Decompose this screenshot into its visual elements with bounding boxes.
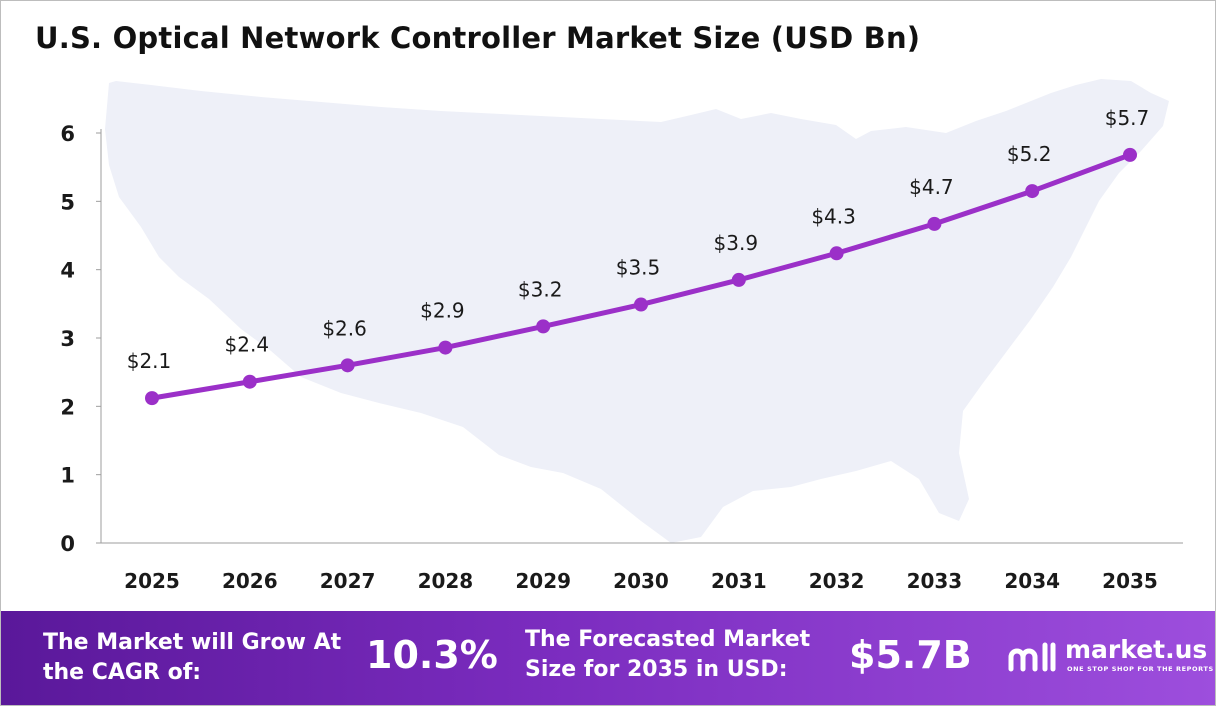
y-tick-label: 4 xyxy=(60,259,75,283)
x-tick-label: 2026 xyxy=(222,569,278,593)
x-tick-label: 2032 xyxy=(809,569,865,593)
chart-title: U.S. Optical Network Controller Market S… xyxy=(35,21,921,55)
data-label: $4.7 xyxy=(909,175,954,199)
data-point xyxy=(145,391,159,406)
data-label: $2.6 xyxy=(322,316,367,340)
y-tick-label: 6 xyxy=(60,122,75,146)
line-chart: 0 1 2 3 4 5 6 2025 2026 2027 2028 2029 2030 2031 2032 2… xyxy=(60,79,1183,593)
data-label: $5.7 xyxy=(1105,106,1150,130)
forecast-value: $5.7B xyxy=(849,633,972,677)
data-point xyxy=(634,297,648,312)
y-tick-label: 1 xyxy=(60,464,75,488)
data-label: $5.2 xyxy=(1007,142,1052,166)
data-point xyxy=(829,246,844,261)
series-layer: $2.1 $2.4 $2.6 $2.9 $3.2 $3.5 $3.9 $4.3 $4.7 $5.2… xyxy=(127,106,1150,406)
cagr-label: The Market will Grow At the CAGR of: xyxy=(43,630,342,685)
y-tick-label: 2 xyxy=(60,395,75,419)
x-tick-label: 2034 xyxy=(1004,569,1060,593)
brand-name: market.us xyxy=(1065,635,1208,664)
y-tick-label: 0 xyxy=(60,532,75,556)
data-label: $3.2 xyxy=(518,277,563,301)
x-tick-label: 2027 xyxy=(320,569,376,593)
data-point xyxy=(438,340,453,355)
axes: 0 1 2 3 4 5 6 2025 2026 2027 2028 2029 2030 2031 2032 2… xyxy=(60,122,1183,593)
data-point xyxy=(1025,184,1040,199)
data-point xyxy=(536,319,551,334)
x-tick-label: 2031 xyxy=(711,569,767,593)
data-label: $2.4 xyxy=(225,333,270,357)
data-point xyxy=(340,358,355,373)
x-tick-label: 2035 xyxy=(1102,569,1158,593)
x-tick-label: 2033 xyxy=(907,569,963,593)
y-tick-label: 3 xyxy=(60,327,75,351)
x-tick-label: 2030 xyxy=(613,569,669,593)
data-label: $4.3 xyxy=(811,204,856,228)
data-point xyxy=(927,216,942,231)
summary-footer: The Market will Grow At the CAGR of: 10.… xyxy=(1,611,1215,705)
data-label: $3.5 xyxy=(616,256,661,280)
data-point xyxy=(731,272,746,287)
x-tick-label: 2029 xyxy=(515,569,571,593)
data-point xyxy=(1123,147,1137,162)
brand-logo: market.us ONE STOP SHOP FOR THE REPORTS xyxy=(1007,635,1214,681)
x-tick-label: 2025 xyxy=(124,569,180,593)
market-us-logo-icon xyxy=(1008,642,1056,672)
data-label: $2.9 xyxy=(420,299,465,323)
data-point xyxy=(242,374,257,389)
x-tick-label: 2028 xyxy=(418,569,474,593)
cagr-value: 10.3% xyxy=(366,633,498,677)
brand-tagline: ONE STOP SHOP FOR THE REPORTS xyxy=(1067,665,1214,673)
data-label: $3.9 xyxy=(714,231,759,255)
us-map-background xyxy=(105,79,1169,543)
data-label: $2.1 xyxy=(127,349,172,373)
forecast-label: The Forecasted Market Size for 2035 in U… xyxy=(525,627,811,682)
y-tick-label: 5 xyxy=(60,190,75,214)
